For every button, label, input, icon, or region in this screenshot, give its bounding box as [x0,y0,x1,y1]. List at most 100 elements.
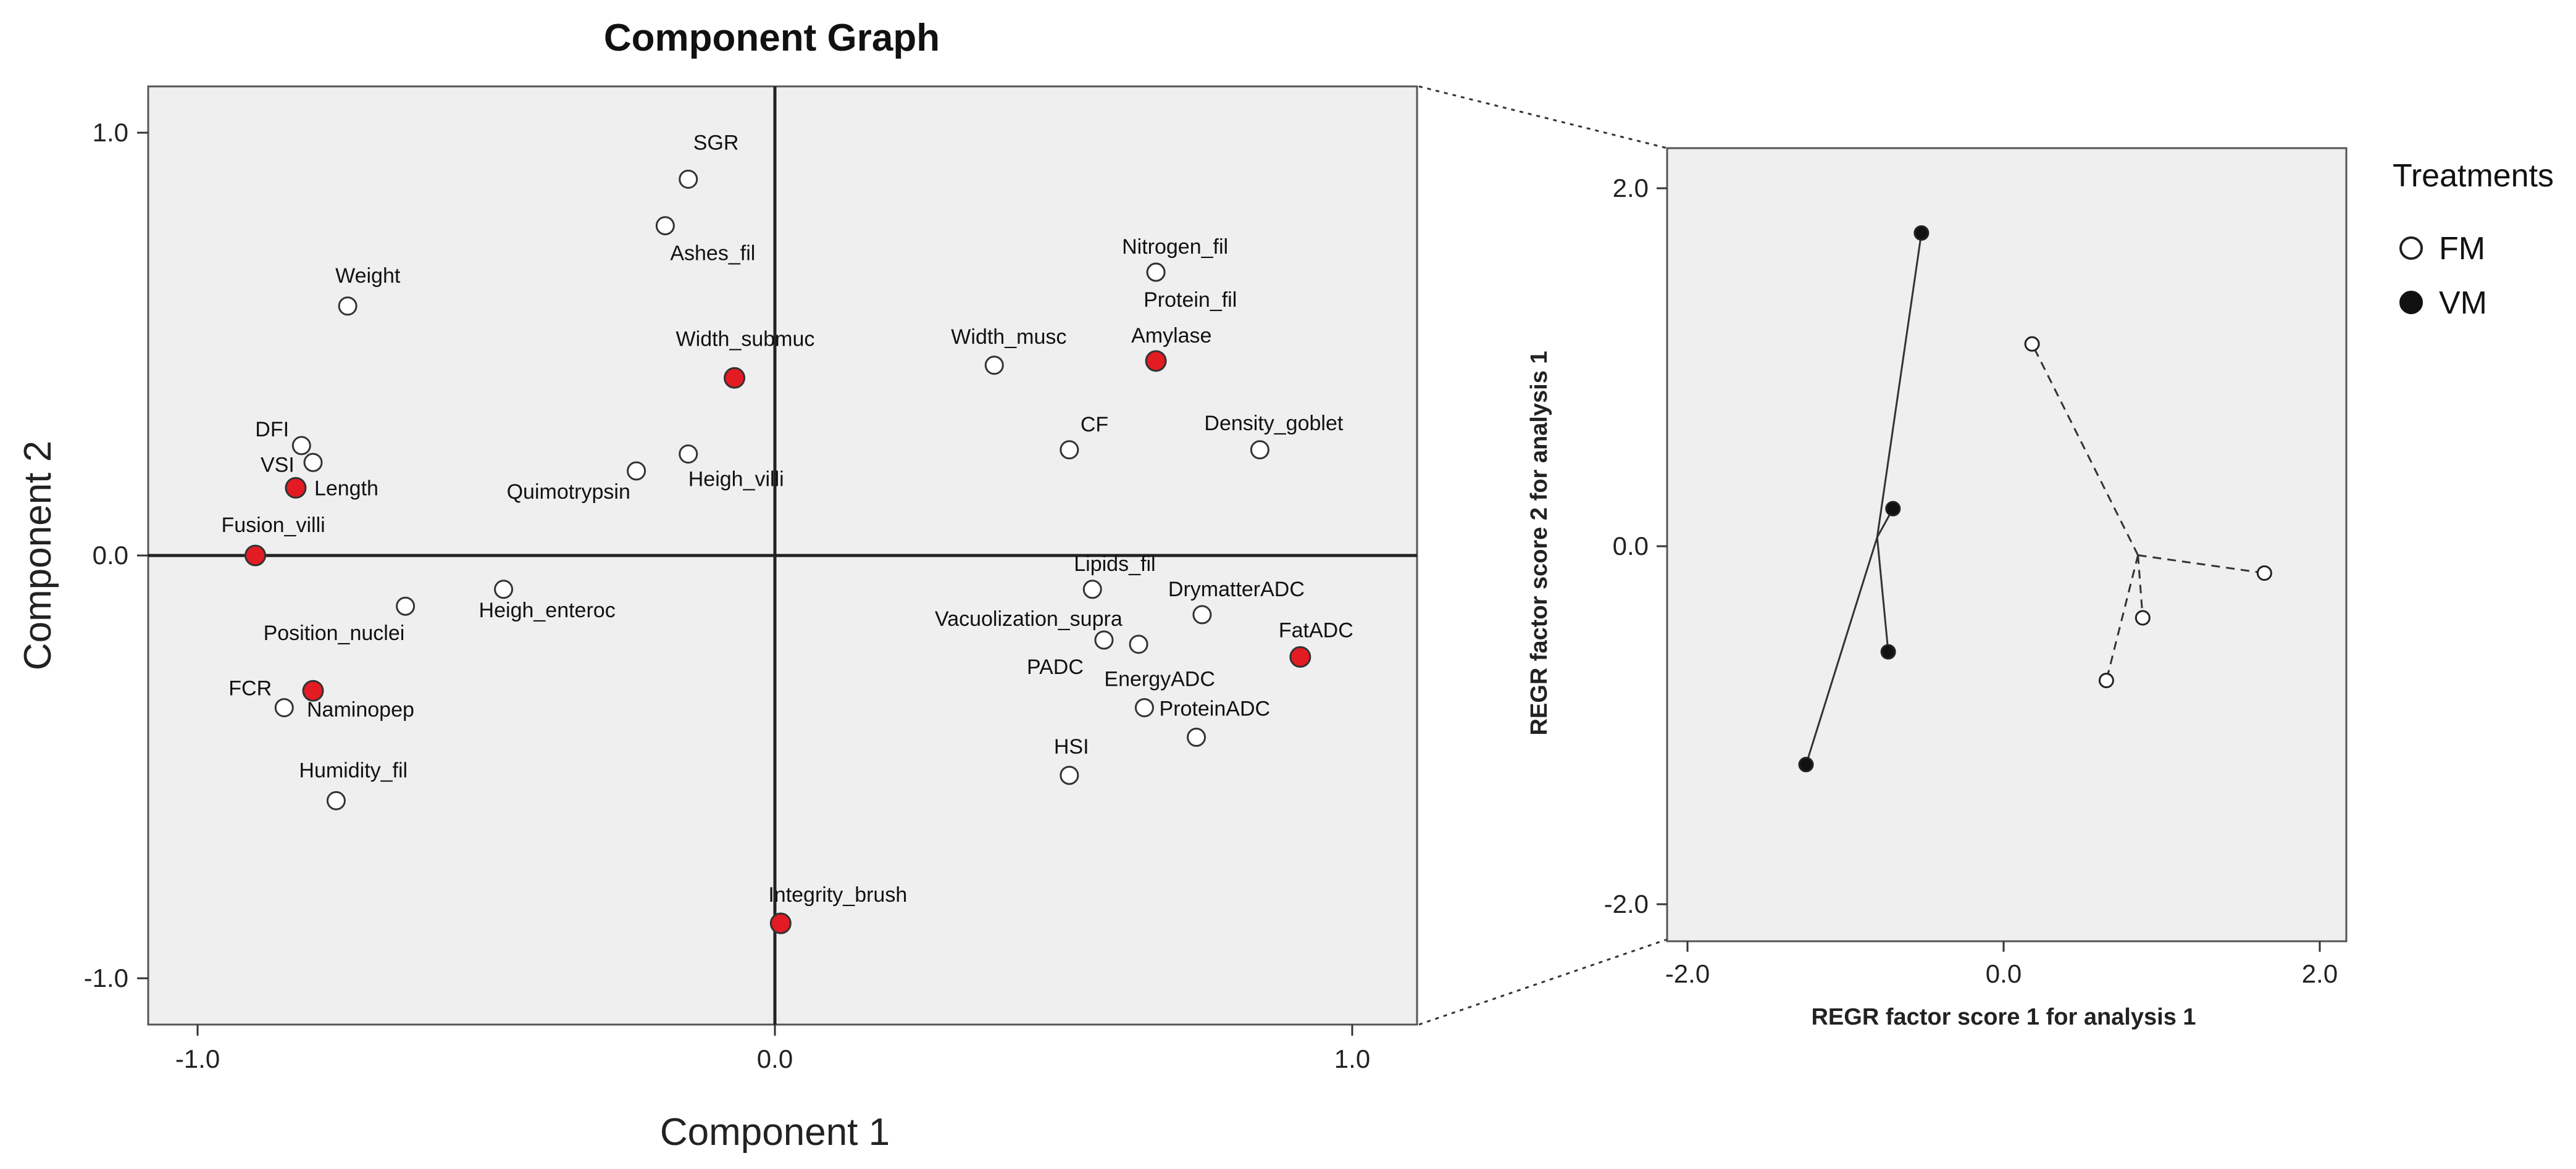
point-label-width-submuc: Width_submuc [676,327,815,351]
y-tick-label: 1.0 [93,118,128,147]
centroid-line-fm [2138,554,2265,574]
point-fm [2098,673,2114,688]
point-fm [2024,336,2040,352]
legend-vm-label: VM [2439,285,2487,321]
point-amylase [1145,350,1167,372]
point-protein-fil [1146,262,1166,282]
x-tick-label: 1.0 [1334,1044,1370,1073]
point-label-fatadc: FatADC [1279,618,1353,642]
y-axis-title: Component 2 [17,441,59,670]
point-fcr [274,698,294,718]
point-label-humidity-fil: Humidity_fil [299,759,408,782]
point-label-energyadc: EnergyADC [1104,668,1215,691]
point-label-hsi: HSI [1054,735,1089,759]
right-ticks: -2.0 0.0 2.0 2.0 0.0 -2.0 [1604,173,2338,988]
point-label-drymatteradc: DrymatterADC [1168,578,1305,601]
point-fm [2256,565,2272,581]
x-tick-label: 0.0 [757,1044,793,1073]
right-x-tick-label: -2.0 [1665,959,1710,988]
point-fm [2135,610,2151,626]
point-label-dfi: DFI [255,418,289,441]
point-humidity-fil [326,791,346,810]
point-heigh-enteroc [494,580,514,599]
point-vm [1885,501,1901,517]
right-plot-area [1666,147,2348,942]
zoom-connector-top [1418,85,1668,149]
right-y-tick-label: 2.0 [1613,173,1649,202]
centroid-line-fm [2031,343,2139,556]
point-sgr [679,169,698,189]
centroid-line-fm [2137,555,2144,618]
point-label-position-nuclei: Position_nuclei [264,622,405,645]
chart-title: Component Graph [604,17,940,59]
point-label-fusion-villi: Fusion_villi [222,514,325,537]
x-axis-title: Component 1 [660,1111,890,1154]
centroid-line-vm [1805,537,1878,765]
point-label-length: Length [314,476,378,500]
point-proteinadc [1187,728,1206,747]
centroid-line-vm [1876,233,1923,538]
point-position-nuclei [396,596,416,616]
point-length [285,476,307,499]
group-lines [1805,233,2265,765]
point-label-cf: CF [1081,413,1108,436]
point-heigh-villi [679,444,698,464]
point-width-submuc [724,367,746,389]
point-label-lipids-fil: Lipids_fil [1074,552,1155,576]
point-vacuolization-supra [1129,634,1148,654]
right-x-tick-label: 2.0 [2302,959,2338,988]
point-label-heigh-enteroc: Heigh_enteroc [479,599,616,622]
point-label-weight: Weight [335,264,401,288]
legend-fm-marker [2399,236,2423,260]
point-label-heigh-villi: Heigh_villi [688,468,784,491]
y-tick-label: 0.0 [93,541,128,570]
point-vsi [303,452,323,472]
point-label-amylase: Amylase [1131,324,1211,347]
point-label-quimotrypsin: Quimotrypsin [507,480,630,504]
point-label-width-musc: Width_musc [951,325,1066,349]
point-label-ashes-fil: Ashes_fil [670,242,755,265]
point-label-density-goblet: Density_goblet [1204,412,1343,435]
point-label-vacuolization-supra: Vacuolization_supra [935,607,1123,631]
point-dfi [291,436,311,456]
point-hsi [1060,765,1079,785]
point-label-integrity-brush: Integrity_brush [768,883,907,907]
regr-factor-plot: -2.0 0.0 2.0 2.0 0.0 -2.0 REGR factor score 1… [1526,147,2348,1030]
point-ashes-fil [655,216,675,236]
point-label-naminopep: Naminopep [307,698,414,722]
legend-fm-label: FM [2439,231,2485,267]
legend: Treatments FM VM [2393,158,2554,321]
right-x-axis-title: REGR factor score 1 for analysis 1 [1811,1004,2196,1030]
right-y-axis-title: REGR factor score 2 for analysis 1 [1526,351,1552,735]
left-ticks: -1.0 0.0 1.0 1.0 0.0 -1.0 [84,118,1371,1073]
point-density-goblet [1250,440,1269,460]
point-drymatteradc [1192,605,1212,625]
centroid-line-fm [2105,555,2139,681]
point-cf [1060,440,1079,460]
right-y-tick-label: 0.0 [1613,531,1649,560]
point-label-sgr: SGR [693,131,739,154]
point-label-fcr: FCR [228,677,272,701]
group-points [1798,225,2272,773]
point-fatadc [1289,646,1311,668]
point-weight [338,296,358,316]
point-label-vsi: VSI [261,453,295,476]
right-x-tick-label: 0.0 [1986,959,2022,988]
component-graph: Component Graph -1.0 0.0 1.0 1.0 0.0 -1.0 SGR… [17,17,1418,1154]
point-width-musc [984,356,1004,375]
centroid-line-vm [1876,537,1889,652]
point-fusion-villi [245,544,266,567]
legend-title: Treatments [2393,158,2554,194]
point-vm [1913,225,1930,241]
point-integrity-brush [769,912,792,934]
component-points: SGR Ashes_fil Weight Width_submuc Nitrogen_f… [222,131,1353,934]
legend-vm-marker [2399,291,2423,314]
point-label-proteinadc: ProteinADC [1160,697,1271,721]
y-tick-label: -1.0 [84,963,128,992]
point-quimotrypsin [627,461,646,481]
zoom-connector-bottom [1418,938,1668,1026]
point-padc [1094,630,1114,650]
point-label-protein-fil: Protein_fil [1144,288,1237,312]
point-energyadc [1134,698,1154,718]
